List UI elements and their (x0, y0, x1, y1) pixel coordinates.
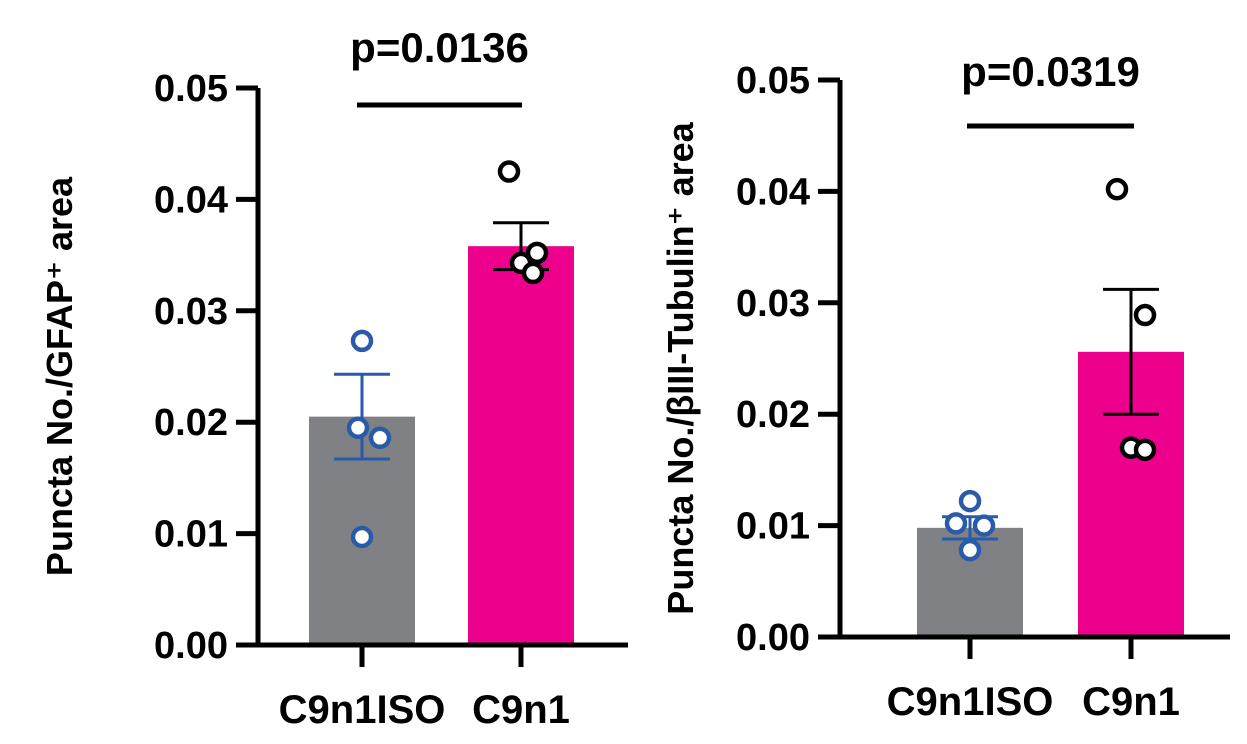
x-tick-label: C9n1ISO (887, 680, 1054, 724)
y-tick-label: 0.02 (736, 394, 810, 436)
data-point (350, 329, 374, 353)
y-tick-label: 0.00 (154, 625, 228, 667)
bar-c9n1 (468, 246, 574, 646)
data-point (958, 538, 982, 562)
x-tick-label: C9n1ISO (279, 688, 446, 732)
p-value-label: p=0.0136 (350, 24, 529, 71)
data-point (958, 489, 982, 513)
data-point (497, 160, 521, 183)
data-point (350, 525, 374, 549)
chart-panel-tubulin: 0.00 0.01 0.02 0.03 0.04 0.05 C9n1ISO C9n1 Punct… (660, 48, 1230, 724)
y-axis-title: Puncta No./βIII-Tubulin⁺ area (660, 121, 701, 614)
data-point (521, 261, 545, 285)
x-tick-label: C9n1 (472, 688, 570, 732)
y-tick-label: 0.01 (736, 506, 810, 548)
data-point (1133, 303, 1157, 327)
y-tick-label: 0.02 (154, 402, 228, 444)
y-tick-label: 0.04 (154, 179, 228, 221)
x-tick-label: C9n1 (1082, 680, 1180, 724)
chart-panel-gfap: 0.00 0.01 0.02 0.03 0.04 0.05 C9n1ISO C9n1 Punct… (39, 24, 628, 732)
y-tick-label: 0.05 (736, 60, 810, 102)
y-tick-label: 0.04 (736, 171, 810, 213)
y-tick-label: 0.03 (154, 291, 228, 333)
data-point (1133, 438, 1157, 462)
data-point (972, 514, 996, 537)
data-point (1105, 177, 1129, 201)
y-axis-title: Puncta No./GFAP⁺ area (39, 176, 80, 576)
y-tick-label: 0.05 (154, 68, 228, 110)
data-point (944, 512, 968, 535)
data-point (346, 416, 370, 440)
y-tick-label: 0.03 (736, 283, 810, 325)
data-point (368, 426, 392, 450)
y-tick-label: 0.00 (736, 617, 810, 659)
y-tick-label: 0.01 (154, 514, 228, 556)
p-value-label: p=0.0319 (961, 48, 1140, 95)
data-point (525, 241, 549, 265)
